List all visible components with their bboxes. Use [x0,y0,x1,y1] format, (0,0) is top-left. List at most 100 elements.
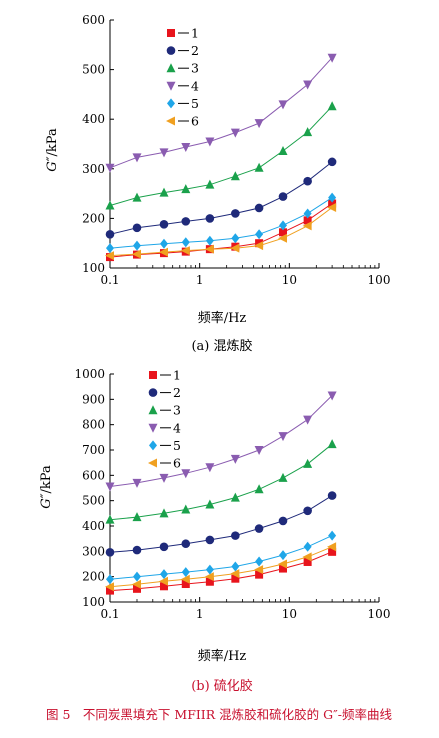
data-point-3-b [181,504,191,514]
data-point-3-b [159,508,169,518]
legend-label-a: 3 [191,61,199,76]
data-point-2-b [105,548,115,557]
data-point-3-b [278,472,288,482]
data-point-6-a [131,249,141,259]
legend-label-a: 6 [191,114,199,129]
data-point-5-b [279,550,288,561]
data-point-2-b [181,539,191,549]
data-point-6-a [180,246,190,256]
legend-marker-3-b [148,405,158,415]
data-point-4-a [132,153,142,163]
data-point-3-b [205,499,215,509]
series-line-6-b [109,546,333,588]
data-point-2-a [278,192,288,201]
y-axis-unit-a: /kPa [45,128,60,156]
y-tick-label-a: 200 [82,211,105,225]
legend-label-a: 1 [191,26,199,41]
data-point-6-b [278,559,288,569]
axes-a: 100 200 300 400 500 600 0.1 1 10 100 [82,13,390,287]
data-point-2-b [231,531,240,540]
legend-marker-5-a [167,98,175,109]
data-point-6-a [105,251,114,261]
data-point-3-a [254,162,264,172]
y-tick-label-b: 1000 [74,367,105,381]
axes-b: 100 200 300 400 500 600 700 800 900 1000 0.1 1 10 100 [74,367,390,621]
data-point-4-b [278,432,288,442]
data-point-6-b [327,542,337,552]
x-tick-label-a: 1 [196,273,204,287]
figure-caption: 图 5 不同炭黑填充下 MFIIR 混炼胶和硫化胶的 G″-频率曲线 [46,707,392,722]
data-point-3-a [303,127,313,137]
data-point-4-a [105,163,115,173]
data-point-5-a [205,235,214,246]
y-tick-label-b: 900 [82,392,105,406]
legend-marker-3-a [166,63,176,73]
legend-label-a: 4 [191,78,199,93]
data-point-1-b [159,582,168,591]
data-point-1-b [132,584,141,593]
data-point-2-b [205,535,215,545]
data-point-6-b [254,565,264,575]
y-tick-label-a: 100 [82,261,105,275]
data-point-2-a [254,203,264,213]
data-point-5-b [205,564,214,575]
series-line-2-a [109,161,333,235]
data-point-2-a [303,176,312,186]
series-line-4-b [109,395,333,487]
y-tick-label-b: 200 [82,570,105,584]
data-point-4-b [303,415,313,425]
data-point-4-a [205,137,215,147]
data-point-4-b [230,454,240,464]
data-point-5-b [231,561,240,572]
data-point-3-b [132,512,142,522]
data-point-2-a [132,223,142,233]
legend-marker-4-b [148,423,158,433]
legend-label-b: 1 [173,368,181,383]
y-axis-symbol-b: G″ [39,493,54,508]
data-point-6-a [302,221,312,231]
data-point-1-a [328,199,337,208]
data-point-5-b [106,574,114,585]
series-line-6-a [109,207,333,257]
x-tick-label-b: 1 [196,607,204,621]
data-point-4-a [278,100,288,110]
data-point-5-b [303,541,312,552]
data-point-5-a [132,240,141,251]
data-point-5-b [159,569,168,580]
data-point-2-a [231,209,240,218]
legend-marker-6-a [166,116,175,126]
series-b [105,391,337,595]
legend-marker-6-b [148,458,157,468]
data-point-3-b [254,484,264,494]
data-point-4-b [105,482,115,492]
y-tick-label-a: 300 [82,162,105,176]
data-point-3-a [205,179,215,189]
data-point-4-a [303,80,313,90]
data-point-3-a [230,171,240,181]
data-point-3-a [327,101,337,111]
series-line-4-a [109,57,333,169]
y-axis-symbol-a: G″ [45,156,60,171]
x-tick-label-a: 10 [282,273,297,287]
series-line-5-b [109,535,333,580]
legend-label-b: 3 [173,403,181,418]
data-point-5-a [106,243,114,254]
data-point-1-b [205,577,214,586]
y-tick-label-b: 700 [82,443,105,457]
data-point-3-a [159,187,169,197]
y-axis-label-b: G″/kPa [39,465,54,509]
legend-label-b: 2 [173,385,181,400]
data-point-2-b [254,524,264,533]
data-point-1-a [279,228,288,237]
data-point-1-b [106,586,114,595]
legend-label-b: 4 [173,420,181,435]
data-point-6-b [131,579,141,589]
legend-label-a: 5 [191,96,199,111]
series-line-2-b [109,495,333,553]
data-point-3-b [230,492,240,502]
data-point-4-b [254,446,264,455]
data-point-4-b [327,391,337,401]
data-point-3-a [181,184,191,194]
data-point-2-a [105,229,115,239]
